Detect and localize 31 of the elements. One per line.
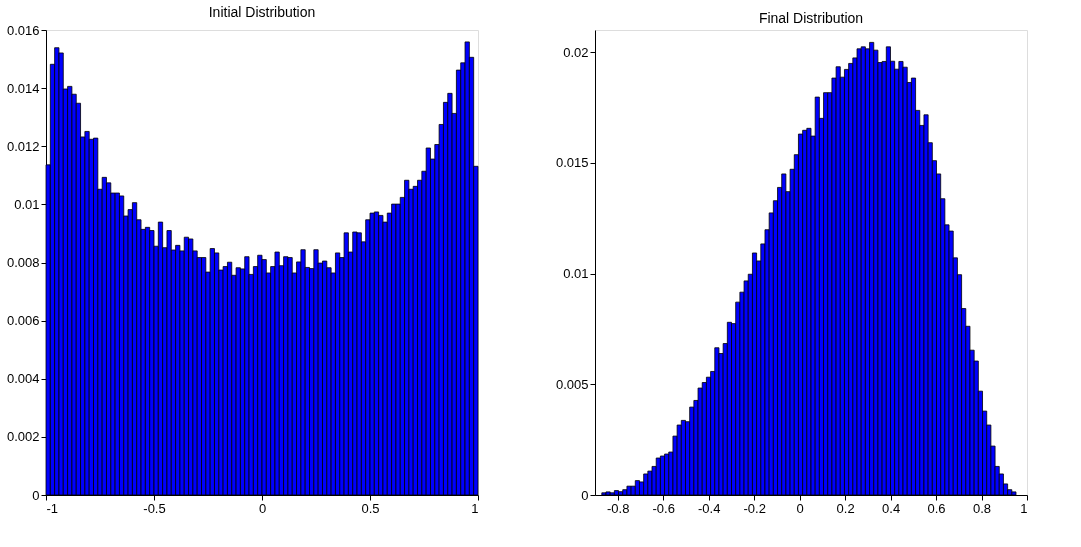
x-tick-label: 1 xyxy=(471,500,479,516)
y-tick-label: 0.006 xyxy=(6,313,40,329)
x-tick-label: 0.2 xyxy=(836,500,855,516)
x-tick-label: -0.6 xyxy=(652,500,675,516)
y-tick-label: 0.002 xyxy=(6,429,40,445)
y-tick-label: 0.008 xyxy=(6,255,40,270)
y-tick-label: 0.016 xyxy=(6,22,40,38)
x-tick-label: 0.8 xyxy=(972,500,992,516)
y-tick-label: 0.005 xyxy=(555,376,589,392)
x-tick-label: 0 xyxy=(258,500,267,516)
y-tick-label: 0.02 xyxy=(563,44,589,60)
y-tick-label: 0 xyxy=(32,487,40,503)
y-tick-label: 0.012 xyxy=(6,138,40,154)
x-tick-label: 1 xyxy=(1020,500,1028,516)
x-tick-label: -0.5 xyxy=(143,500,166,516)
y-tick-label: 0.01 xyxy=(14,196,40,212)
x-tick-label: -0.8 xyxy=(607,500,630,516)
y-tick-label: 0.015 xyxy=(555,155,589,171)
x-tick-label: 0 xyxy=(796,500,804,516)
y-tick-label: 0.004 xyxy=(6,371,40,387)
x-tick-label: 0.6 xyxy=(927,500,946,516)
y-tick-label: 0.01 xyxy=(563,266,589,282)
x-tick-label: 0.4 xyxy=(882,500,901,516)
x-tick-label: -1 xyxy=(46,500,59,516)
y-tick-label: 0.014 xyxy=(6,80,40,96)
y-tick-label: 0 xyxy=(581,487,589,503)
chart-title: Final Distribution xyxy=(758,10,864,26)
x-tick-label: 0.5 xyxy=(361,500,380,516)
chart-title: Initial Distribution xyxy=(208,4,316,20)
x-tick-label: -0.4 xyxy=(697,500,721,516)
x-tick-label: -0.2 xyxy=(743,500,766,516)
